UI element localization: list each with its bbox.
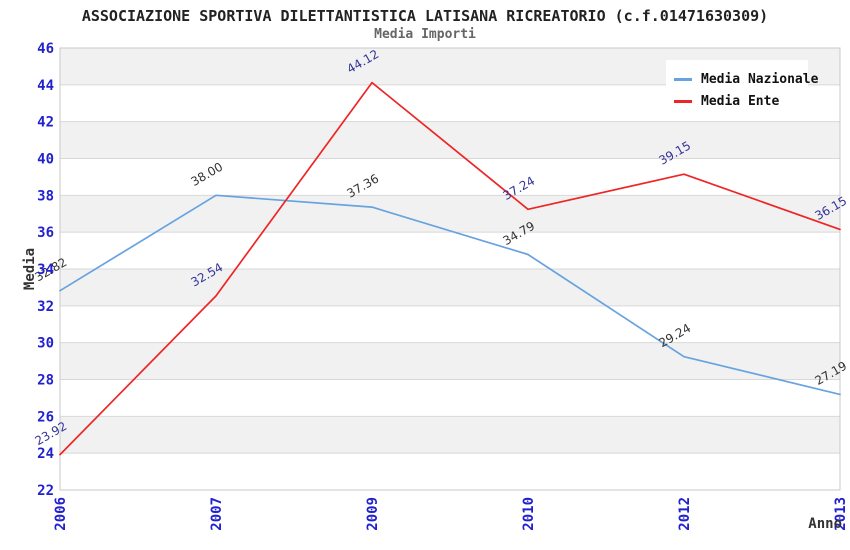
legend-item-media-nazionale: Media Nazionale bbox=[674, 68, 818, 90]
x-axis-title: Anno bbox=[808, 516, 842, 532]
legend-label-media-ente: Media Ente bbox=[701, 93, 780, 109]
plot-band bbox=[60, 121, 840, 159]
y-tick-label: 40 bbox=[37, 152, 54, 168]
y-tick-label: 46 bbox=[37, 41, 54, 57]
plot-band bbox=[60, 269, 840, 306]
x-tick-label: 2013 bbox=[833, 497, 849, 531]
plot-band bbox=[60, 416, 840, 454]
chart-subtitle: Media Importi bbox=[374, 27, 476, 42]
y-tick-label: 34 bbox=[37, 262, 54, 278]
legend-item-media-ente: Media Ente bbox=[674, 90, 808, 112]
y-tick-label: 36 bbox=[37, 225, 54, 241]
legend-swatch-media-ente bbox=[674, 99, 692, 103]
legend-swatch-media-nazionale bbox=[674, 77, 692, 81]
x-tick-label: 2006 bbox=[53, 497, 69, 531]
y-tick-label: 30 bbox=[37, 336, 54, 352]
plot-band bbox=[60, 195, 840, 233]
x-tick-label: 2012 bbox=[677, 497, 693, 531]
y-tick-label: 28 bbox=[37, 373, 54, 389]
series-line-media-ente bbox=[59, 81, 841, 456]
y-tick-label: 42 bbox=[37, 115, 54, 131]
x-tick-label: 2010 bbox=[521, 497, 537, 531]
y-tick-label: 32 bbox=[37, 299, 54, 315]
x-tick-label: 2007 bbox=[209, 497, 225, 531]
y-tick-label: 26 bbox=[37, 409, 54, 425]
chart-title: ASSOCIAZIONE SPORTIVA DILETTANTISTICA LA… bbox=[81, 7, 769, 25]
legend-label-media-nazionale: Media Nazionale bbox=[701, 71, 819, 87]
y-tick-label: 44 bbox=[37, 78, 54, 94]
plot-border bbox=[59, 47, 841, 491]
legend: Media Nazionale Media Ente bbox=[666, 60, 818, 120]
plot-band bbox=[60, 342, 840, 380]
y-tick-label: 24 bbox=[37, 446, 54, 462]
y-axis-title: Media bbox=[22, 248, 38, 290]
series-line-media-nazionale bbox=[59, 194, 841, 396]
x-tick-label: 2009 bbox=[365, 497, 381, 531]
data-label-media-nazionale: 38.00 bbox=[189, 160, 226, 189]
y-tick-label: 22 bbox=[37, 483, 54, 499]
y-tick-label: 38 bbox=[37, 188, 54, 204]
